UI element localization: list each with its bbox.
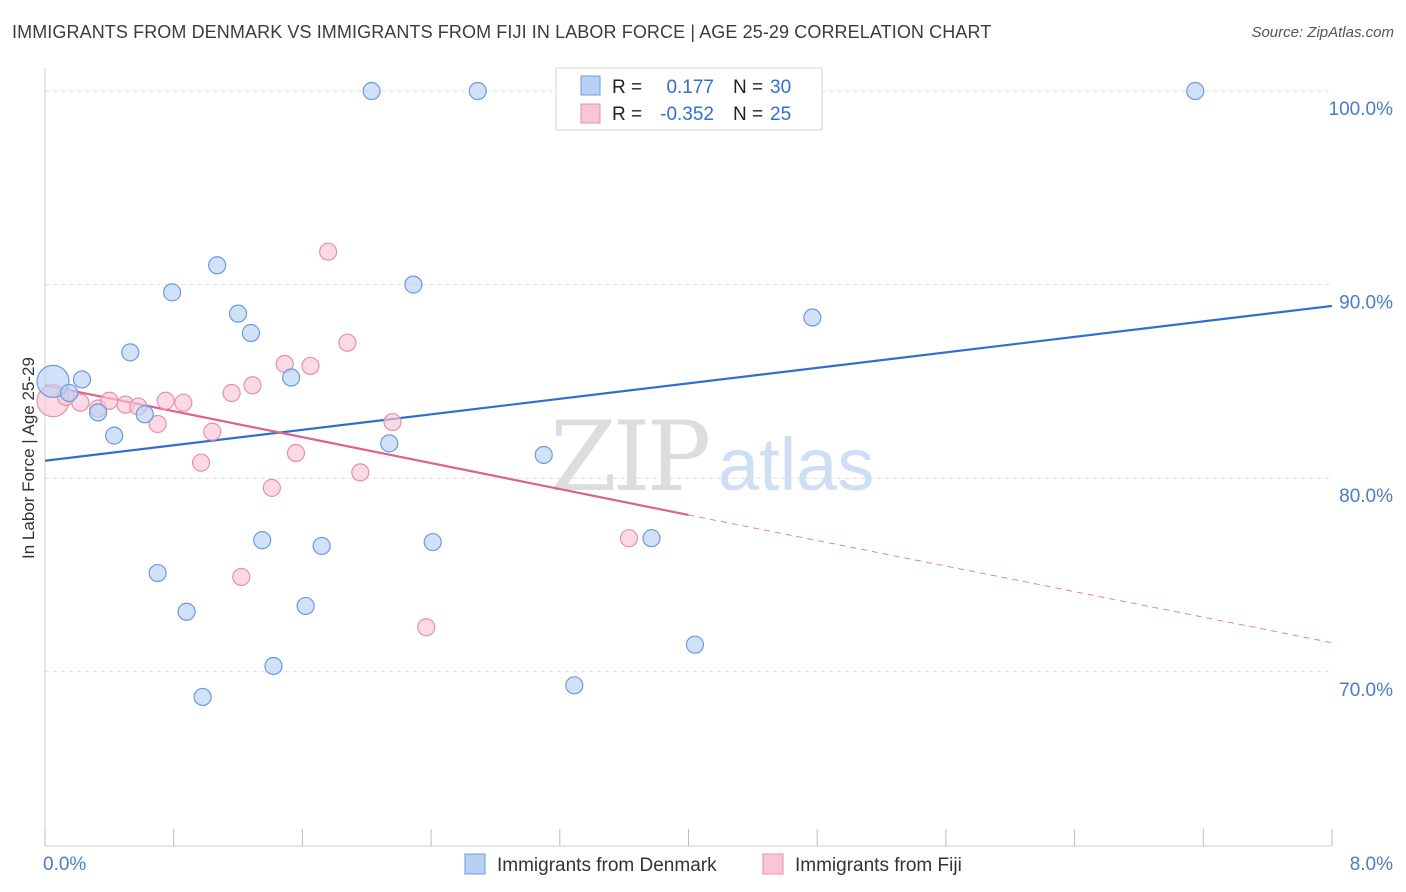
denmark-point [423,532,442,552]
y-tick-label: 90.0% [1339,293,1393,314]
denmark-point [241,323,261,343]
denmark-point [565,676,584,695]
fiji-point [262,478,281,497]
denmark-point [148,563,167,583]
fiji-point [319,242,338,261]
denmark-point [121,343,140,362]
fiji-point [286,443,306,463]
y-tick-label: 70.0% [1339,680,1393,701]
fiji-point [148,414,167,434]
legend-fiji-label: Immigrants from Fiji [795,855,962,876]
fiji-trend-extension [688,514,1333,644]
legend-denmark-label: Immigrants from Denmark [497,855,717,876]
source-credit: Source: ZipAtlas.com [1251,24,1394,41]
denmark-point [193,687,212,707]
fiji-n-value: 25 [770,104,791,125]
denmark-point [380,434,399,453]
denmark-point [534,445,553,465]
denmark-point [282,368,301,387]
fiji-r-value: -0.352 [660,104,714,125]
fiji-point [203,422,222,441]
denmark-point [296,596,315,616]
fiji-trend-line [44,384,689,517]
fiji-point [351,463,370,482]
watermark-atlas: atlas [718,423,874,506]
data-points [36,81,1205,707]
series-legend: Immigrants from Denmark Immigrants from … [464,853,962,876]
denmark-point [803,308,822,327]
denmark-point [1186,81,1205,101]
fiji-point [243,376,262,395]
denmark-point [312,536,331,556]
legend-fiji-swatch [762,853,784,875]
denmark-n-label: N = [733,77,763,98]
denmark-swatch [580,75,601,96]
denmark-point [60,383,79,403]
fiji-point [619,529,639,548]
denmark-point [404,275,423,294]
denmark-r-value: 0.177 [666,77,714,98]
tick-labels: 70.0% 80.0% 90.0% 100.0% 0.0% 8.0% [43,99,1393,875]
fiji-point [222,383,241,403]
fiji-r-label: R = [612,104,642,125]
fiji-swatch [580,103,601,124]
fiji-point [338,333,357,352]
denmark-r-label: R = [612,77,642,98]
denmark-point [228,304,248,323]
denmark-point [264,656,283,676]
denmark-n-value: 30 [770,77,791,98]
fiji-point [383,412,402,432]
y-axis-label: In Labor Force | Age 25-29 [19,357,38,559]
denmark-point [642,529,661,548]
watermark-zip: ZIP [550,401,709,513]
fiji-point [301,356,320,376]
denmark-point [72,370,92,389]
denmark-point [362,81,381,101]
legend-denmark-swatch [464,853,486,875]
fiji-point [417,618,436,637]
trend-lines [44,304,1333,644]
axes [44,68,1333,847]
denmark-point [685,635,705,654]
denmark-point [105,426,124,445]
chart-title: IMMIGRANTS FROM DENMARK VS IMMIGRANTS FR… [12,22,992,42]
fiji-point [174,393,193,412]
denmark-point [253,531,272,550]
x-tick-label-min: 0.0% [43,854,86,875]
denmark-trend-line [44,304,1333,462]
y-tick-label: 100.0% [1329,99,1394,120]
denmark-point [162,283,182,302]
denmark-point [88,403,108,422]
fiji-point [156,391,175,410]
fiji-point [232,567,251,587]
denmark-point [468,81,487,101]
fiji-point [191,453,211,472]
stats-legend: R = 0.177 N = 30 R = -0.352 N = 25 [555,67,823,131]
watermark: ZIP atlas [550,401,874,513]
fiji-n-label: N = [733,104,763,125]
x-tick-label-max: 8.0% [1350,854,1393,875]
denmark-point [177,602,196,621]
y-tick-label: 80.0% [1339,486,1393,507]
denmark-point [135,405,154,424]
denmark-point [208,256,227,275]
